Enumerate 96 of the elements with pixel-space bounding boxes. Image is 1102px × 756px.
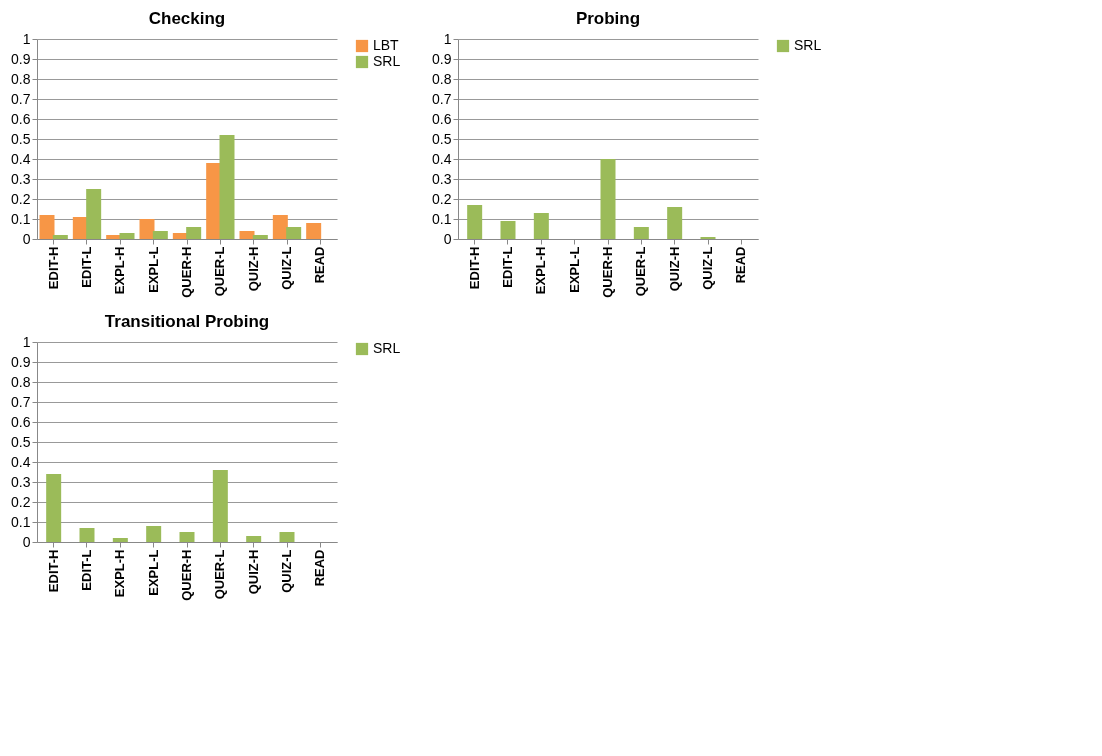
y-tick-label: 0.5 — [11, 433, 31, 450]
legend-label: SRL — [794, 37, 822, 53]
bar — [39, 215, 55, 239]
y-tick-label: 0.8 — [432, 70, 452, 87]
y-tick-label: 0 — [22, 230, 31, 247]
bar — [119, 233, 135, 239]
y-tick-label: 0.5 — [432, 130, 452, 147]
chart-title: Checking — [148, 9, 226, 28]
y-tick-label: 0.7 — [11, 393, 31, 410]
bar — [533, 213, 549, 239]
x-tick-label: QUER-L — [212, 549, 228, 600]
bar — [79, 528, 95, 542]
bar — [600, 159, 616, 239]
y-tick-label: 0.4 — [432, 150, 452, 167]
x-tick-label: QUER-L — [212, 246, 228, 297]
bar — [246, 536, 262, 542]
bar — [252, 235, 268, 239]
x-tick-label: EXPL-L — [566, 246, 582, 293]
y-tick-label: 0.8 — [11, 70, 31, 87]
bar — [500, 221, 516, 239]
y-tick-label: 0 — [443, 230, 452, 247]
x-tick-label: EDIT-H — [45, 246, 61, 290]
y-tick-label: 0 — [22, 533, 31, 550]
bar — [139, 219, 155, 239]
x-tick-label: EDIT-L — [500, 246, 515, 288]
y-tick-label: 0.1 — [11, 513, 31, 530]
y-tick-label: 0.5 — [11, 130, 31, 147]
x-tick-label: EDIT-L — [79, 549, 94, 591]
bar — [239, 231, 255, 239]
bar — [279, 532, 295, 542]
y-tick-label: 0.1 — [432, 210, 452, 227]
x-tick-label: EXPL-H — [112, 246, 128, 295]
bar — [186, 227, 202, 239]
bar — [286, 227, 302, 239]
legend-label: SRL — [373, 53, 401, 69]
x-tick-label: QUIZ-H — [245, 246, 261, 292]
bar — [219, 135, 235, 239]
bar — [46, 474, 62, 542]
bar — [152, 231, 168, 239]
bar — [112, 538, 128, 542]
bar — [179, 532, 195, 542]
y-tick-label: 0.2 — [11, 190, 31, 207]
bar — [212, 470, 228, 542]
y-tick-label: 1 — [443, 30, 452, 47]
legend-label: SRL — [373, 340, 401, 356]
y-tick-label: 1 — [22, 333, 31, 350]
x-tick-label: QUIZ-L — [700, 246, 715, 290]
x-tick-label: EDIT-H — [466, 246, 482, 290]
legend-label: LBT — [373, 37, 400, 53]
x-tick-label: EXPL-L — [145, 246, 161, 293]
y-tick-label: 0.4 — [11, 453, 31, 470]
bar — [206, 163, 222, 239]
x-tick-label: QUER-L — [633, 246, 649, 297]
x-tick-label: QUIZ-L — [279, 246, 294, 290]
y-tick-label: 0.6 — [11, 110, 31, 127]
bar — [467, 205, 483, 239]
y-tick-label: 0.4 — [11, 150, 31, 167]
y-tick-label: 0.9 — [432, 50, 452, 67]
bar — [306, 223, 322, 239]
x-tick-label: QUER-H — [179, 246, 194, 298]
y-tick-label: 0.7 — [432, 90, 452, 107]
y-tick-label: 0.3 — [11, 170, 31, 187]
y-tick-label: 1 — [22, 30, 31, 47]
bar — [146, 526, 162, 542]
y-tick-label: 0.9 — [11, 353, 31, 370]
bar — [667, 207, 683, 239]
x-tick-label: READ — [312, 246, 328, 284]
chart-title: Transitional Probing — [104, 312, 270, 331]
bar — [52, 235, 68, 239]
bar — [633, 227, 649, 239]
x-tick-label: QUER-H — [600, 246, 615, 298]
x-tick-label: QUIZ-H — [245, 549, 261, 595]
y-tick-label: 0.7 — [11, 90, 31, 107]
y-tick-label: 0.1 — [11, 210, 31, 227]
x-tick-label: EDIT-L — [79, 246, 94, 288]
y-tick-label: 0.2 — [432, 190, 452, 207]
bar — [106, 235, 122, 239]
y-tick-label: 0.6 — [11, 413, 31, 430]
x-tick-label: READ — [312, 549, 328, 587]
y-tick-label: 0.6 — [432, 110, 452, 127]
x-tick-label: QUER-H — [179, 549, 194, 601]
y-tick-label: 0.3 — [11, 473, 31, 490]
bar — [86, 189, 102, 239]
x-tick-label: READ — [733, 246, 749, 284]
y-tick-label: 0.8 — [11, 373, 31, 390]
bar — [272, 215, 288, 239]
x-tick-label: QUIZ-L — [279, 549, 294, 593]
y-tick-label: 0.2 — [11, 493, 31, 510]
y-tick-label: 0.3 — [432, 170, 452, 187]
y-tick-label: 0.9 — [11, 50, 31, 67]
chart-title: Probing — [575, 9, 641, 28]
x-tick-label: QUIZ-H — [666, 246, 682, 292]
x-tick-label: EXPL-H — [112, 549, 128, 598]
x-tick-label: EXPL-H — [533, 246, 549, 295]
x-tick-label: EDIT-H — [45, 549, 61, 593]
x-tick-label: EXPL-L — [145, 549, 161, 596]
